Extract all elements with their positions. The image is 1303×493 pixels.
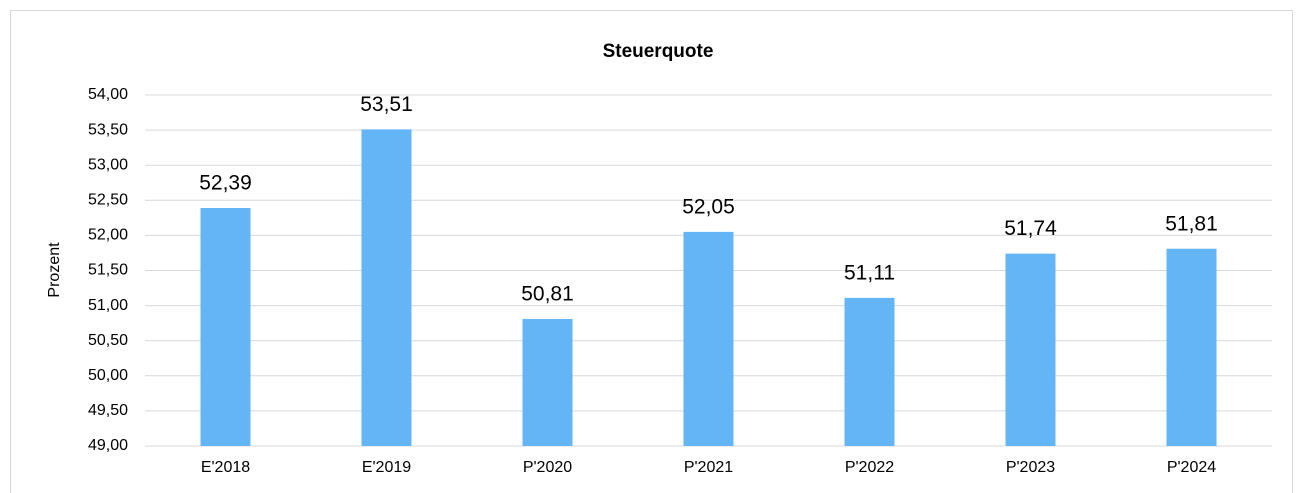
y-tick-label: 52,00 xyxy=(88,227,128,244)
bar xyxy=(1005,253,1056,446)
y-tick-label: 52,50 xyxy=(88,192,128,209)
value-label: 50,81 xyxy=(521,282,574,305)
value-label: 51,81 xyxy=(1165,212,1218,235)
bar xyxy=(1166,248,1217,446)
x-tick-label: E'2019 xyxy=(362,459,411,476)
bar xyxy=(844,297,895,446)
y-tick-label: 49,50 xyxy=(88,402,128,419)
value-label: 53,51 xyxy=(360,93,413,116)
y-tick-label: 54,00 xyxy=(88,86,128,103)
bar xyxy=(200,208,251,446)
bar xyxy=(522,318,573,446)
y-axis-label: Prozent xyxy=(46,242,63,298)
y-tick-label: 51,50 xyxy=(88,262,128,279)
x-tick-label: P'2021 xyxy=(684,459,733,476)
value-label: 52,39 xyxy=(199,172,252,195)
chart-border xyxy=(10,10,1293,493)
y-tick-label: 50,00 xyxy=(88,367,128,384)
value-label: 52,05 xyxy=(682,195,735,218)
bar xyxy=(361,129,412,446)
y-tick-label: 49,00 xyxy=(88,437,128,454)
x-tick-label: P'2022 xyxy=(845,459,894,476)
x-tick-label: P'2023 xyxy=(1006,459,1055,476)
y-tick-label: 50,50 xyxy=(88,332,128,349)
value-label: 51,74 xyxy=(1004,217,1057,240)
x-tick-label: P'2024 xyxy=(1167,459,1216,476)
x-tick-label: P'2020 xyxy=(523,459,572,476)
y-tick-label: 53,50 xyxy=(88,121,128,138)
chart-title: Steuerquote xyxy=(603,41,714,62)
x-tick-label: E'2018 xyxy=(201,459,250,476)
bar xyxy=(683,231,734,446)
y-tick-label: 53,00 xyxy=(88,156,128,173)
value-label: 51,11 xyxy=(844,261,895,284)
y-tick-label: 51,00 xyxy=(88,297,128,314)
